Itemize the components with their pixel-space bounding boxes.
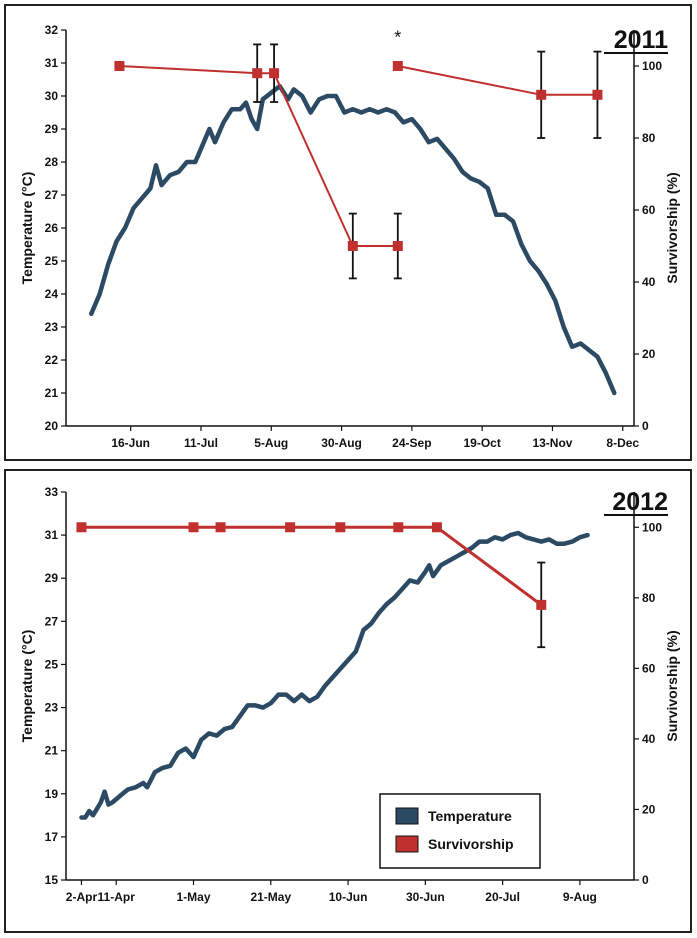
panel-2011-ytick-label: 20	[45, 419, 59, 433]
panel-2011-y2label: Survivorship (%)	[664, 172, 680, 283]
panel-2011-survivorship-point	[392, 61, 403, 71]
panel-2012-xtick-label: 9-Aug	[563, 890, 597, 904]
panel-2011-y2tick-label: 0	[642, 419, 649, 433]
panel-2012-survivorship-point	[76, 522, 87, 533]
panel-2011-significance-annotation: *	[394, 28, 401, 48]
panel-2012-ytick-label: 17	[45, 830, 59, 844]
panel-2012-survivorship-point	[188, 522, 199, 533]
panel-2011-xtick-label: 5-Aug	[254, 436, 288, 450]
panel-2011-ytick-label: 28	[45, 155, 59, 169]
panel-2011-ytick-label: 30	[45, 89, 59, 103]
panel-2011-ytick-label: 24	[45, 287, 59, 301]
panel-2012-survivorship-point	[335, 522, 346, 533]
panel-2011-ylabel: Temperature (°C)	[19, 172, 35, 285]
panel-2011-y2tick-label: 20	[642, 347, 656, 361]
panel-2011-ytick-label: 29	[45, 122, 59, 136]
panel-2012-ytick-label: 27	[45, 614, 59, 628]
panel-2012-legend-swatch-temperature	[395, 807, 419, 825]
panel-2011-frame	[4, 4, 692, 461]
panel-2012-ytick-label: 23	[45, 701, 59, 715]
panel-2011-ytick-label: 21	[45, 386, 59, 400]
panel-2012-y2tick-label: 40	[642, 732, 656, 746]
panel-2011-ytick-label: 32	[45, 23, 59, 37]
panel-2011-survivorship-point	[347, 241, 358, 251]
panel-2011-survivorship-point	[252, 68, 263, 79]
panel-2012-title: 2012	[612, 488, 668, 516]
panel-2011-title: 2011	[614, 26, 668, 54]
panel-2011-temperature-line	[89, 83, 617, 396]
panel-2011-ytick-label: 27	[45, 188, 59, 202]
panel-2012-ytick-label: 33	[45, 485, 59, 499]
panel-2012-temperature-line	[79, 530, 590, 820]
panel-2011-survivorship-point	[269, 68, 280, 79]
panel-2012-legend-label-temperature: Temperature	[428, 808, 512, 824]
panel-2012-survivorship-line	[81, 525, 543, 607]
panel-2011-y2tick-label: 60	[642, 203, 656, 217]
panel-2012-legend-box	[379, 793, 541, 869]
panel-2012-ytick-label: 29	[45, 571, 59, 585]
panel-2011-xtick-label: 16-Jun	[111, 436, 150, 450]
panel-2011-survivorship-point	[392, 241, 403, 251]
panel-2012-y2tick-label: 0	[642, 873, 649, 887]
panel-2012-ytick-label: 31	[45, 528, 59, 542]
panel-2011-survivorship-line	[119, 65, 275, 75]
panel-2011-survivorship-point	[592, 89, 603, 100]
panel-2011-ytick-label: 26	[45, 221, 59, 235]
panel-2012-xtick-label: 30-Jun	[406, 890, 445, 904]
panel-2011-xtick-label: 13-Nov	[532, 436, 572, 450]
panel-2011-xtick-label: 24-Sep	[392, 436, 431, 450]
panel-2012-frame	[4, 469, 692, 933]
panel-2011-survivorship-line	[397, 65, 598, 96]
panel-2012-legend-swatch-survivorship	[395, 835, 419, 853]
panel-2011-ytick-label: 23	[45, 320, 59, 334]
panel-2012-survivorship-point	[393, 522, 404, 533]
panel-2012-xtick-label: 21-May	[250, 890, 291, 904]
panel-2012-y2tick-label: 60	[642, 661, 656, 675]
panel-2012-xtick-label: 20-Jul	[485, 890, 520, 904]
panel-2012-xtick-label: 11-Apr	[98, 890, 136, 904]
panel-2011-xtick-label: 30-Aug	[321, 436, 362, 450]
panel-2012-survivorship-point	[536, 599, 547, 610]
panel-2012-ytick-label: 25	[45, 657, 59, 671]
panel-2012-xtick-label: 1-May	[177, 890, 211, 904]
panel-2012-survivorship-point	[215, 522, 226, 533]
panel-2012-y2tick-label: 100	[642, 520, 662, 534]
panel-2012-xtick-label: 10-Jun	[329, 890, 368, 904]
panel-2011-y2tick-label: 80	[642, 131, 656, 145]
panel-2011-y2tick-label: 100	[642, 59, 662, 73]
panel-2012-survivorship-point	[431, 522, 442, 533]
panel-2011-ytick-label: 25	[45, 254, 59, 268]
panel-2011-xtick-label: 11-Jul	[184, 436, 218, 450]
panel-2012-survivorship-point	[285, 522, 296, 533]
panel-2011-y2tick-label: 40	[642, 275, 656, 289]
panel-2012-y2tick-label: 80	[642, 591, 656, 605]
panel-2012-legend-label-survivorship: Survivorship	[428, 836, 514, 852]
panel-2012-ylabel: Temperature (°C)	[19, 630, 35, 743]
panel-2012-ytick-label: 15	[45, 873, 59, 887]
panel-2012-ytick-label: 19	[45, 787, 59, 801]
panel-2011-ytick-label: 31	[45, 56, 59, 70]
panel-2012-y2label: Survivorship (%)	[664, 630, 680, 741]
panel-2011-xtick-label: 19-Oct	[463, 436, 500, 450]
panel-2011-xtick-label: 8-Dec	[606, 436, 639, 450]
panel-2012-xtick-label: 2-Apr	[66, 890, 98, 904]
panel-2011-survivorship-point	[114, 61, 125, 71]
panel-2012-ytick-label: 21	[45, 744, 59, 758]
panel-2012-y2tick-label: 20	[642, 802, 656, 816]
panel-2011-survivorship-point	[536, 89, 547, 100]
panel-2011-ytick-label: 22	[45, 353, 59, 367]
